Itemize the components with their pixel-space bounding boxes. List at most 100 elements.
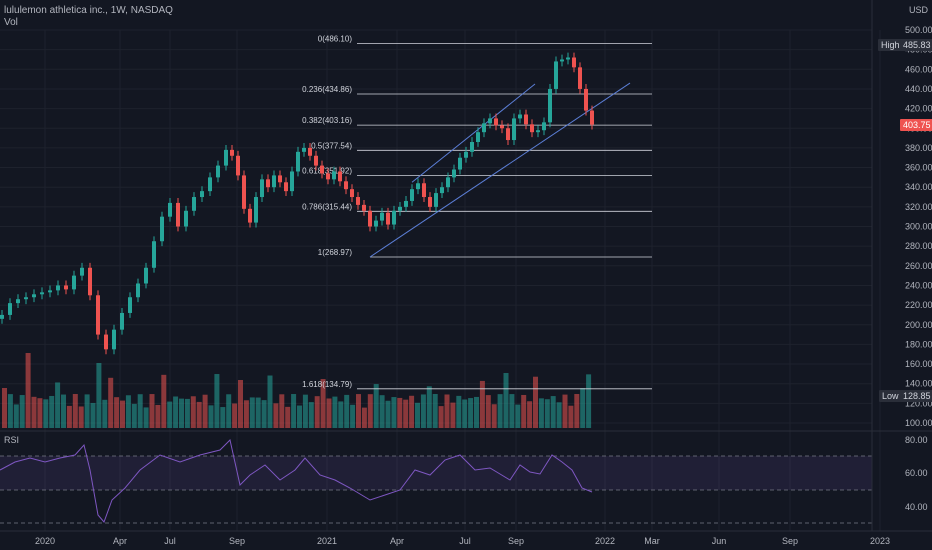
candle-body bbox=[160, 216, 164, 242]
candle-body bbox=[374, 220, 378, 227]
volume-bar bbox=[456, 395, 462, 428]
rsi-label: RSI bbox=[4, 435, 19, 445]
volume-bar bbox=[580, 388, 586, 428]
volume-bar bbox=[509, 394, 515, 428]
candle-body bbox=[16, 299, 20, 304]
price-axis-label: 280.00 bbox=[905, 241, 932, 251]
volume-bar bbox=[267, 375, 273, 428]
volume-bar bbox=[261, 400, 267, 428]
volume-bar bbox=[302, 394, 308, 428]
volume-bar bbox=[326, 398, 332, 428]
volume-bar bbox=[184, 398, 190, 428]
volume-bar bbox=[226, 394, 232, 428]
fib-level-label: 1(268.97) bbox=[318, 248, 353, 257]
candle-body bbox=[506, 128, 510, 141]
volume-bar bbox=[90, 402, 96, 428]
volume-bar bbox=[538, 398, 544, 428]
candle-body bbox=[446, 177, 450, 188]
volume-bar bbox=[533, 376, 538, 428]
fib-level-label: 0.5(377.54) bbox=[311, 141, 352, 150]
volume-bar bbox=[214, 374, 220, 428]
price-axis-label: 220.00 bbox=[905, 300, 932, 310]
candle-body bbox=[248, 208, 252, 223]
price-axis-label: 420.00 bbox=[905, 104, 932, 114]
candle-body bbox=[88, 267, 92, 296]
volume-bar bbox=[37, 398, 43, 428]
time-axis-label: 2020 bbox=[35, 536, 55, 546]
candle-body bbox=[488, 118, 492, 124]
volume-bar bbox=[131, 403, 137, 428]
price-axis-label: 200.00 bbox=[905, 320, 932, 330]
time-axis-label: Jul bbox=[459, 536, 471, 546]
time-axis-label: Sep bbox=[229, 536, 245, 546]
volume-bar bbox=[503, 373, 509, 428]
time-axis-label: 2021 bbox=[317, 536, 337, 546]
time-axis-label: Mar bbox=[644, 536, 660, 546]
volume-bar bbox=[438, 406, 444, 428]
volume-bar bbox=[497, 394, 503, 428]
candle-body bbox=[32, 294, 36, 298]
volume-bar bbox=[468, 398, 474, 428]
volume-bar bbox=[432, 394, 438, 428]
symbol-title[interactable]: lululemon athletica inc., 1W, NASDAQ bbox=[4, 5, 173, 16]
candle-body bbox=[422, 183, 426, 198]
candle-body bbox=[572, 57, 576, 68]
candle-body bbox=[548, 88, 552, 123]
volume-bar bbox=[66, 405, 72, 428]
candle-body bbox=[152, 241, 156, 268]
price-axis-label: 180.00 bbox=[905, 339, 932, 349]
time-axis-label: Sep bbox=[782, 536, 798, 546]
rsi-pane: RSI 80.00 60.00 40.00 bbox=[0, 430, 932, 524]
volume-bar bbox=[2, 388, 7, 428]
volume-bar bbox=[202, 394, 208, 428]
volume-bar bbox=[586, 374, 592, 428]
price-axis-label: 120.00 bbox=[905, 398, 932, 408]
chart-grid bbox=[0, 29, 881, 531]
volume-indicator-label[interactable]: Vol bbox=[4, 17, 18, 28]
candle-body bbox=[410, 189, 414, 201]
volume-bar bbox=[196, 401, 202, 428]
volume-bar bbox=[84, 394, 90, 428]
price-axis-label: 360.00 bbox=[905, 163, 932, 173]
volume-bar bbox=[19, 395, 25, 428]
rsi-line bbox=[0, 439, 593, 523]
candle-body bbox=[254, 197, 258, 223]
candle-body bbox=[242, 175, 246, 209]
volume-bar bbox=[314, 396, 320, 428]
fib-level-label: 0(486.10) bbox=[318, 35, 353, 44]
volume-bar bbox=[173, 396, 179, 428]
candle-body bbox=[368, 210, 372, 227]
volume-bar bbox=[72, 394, 78, 428]
volume-bar bbox=[31, 396, 37, 428]
candle-body bbox=[524, 114, 528, 125]
candle-body bbox=[464, 151, 468, 158]
candle-body bbox=[518, 114, 522, 119]
volume-bar bbox=[308, 402, 314, 428]
candle-body bbox=[48, 290, 52, 293]
volume-bar bbox=[385, 400, 391, 428]
volume-bar bbox=[350, 404, 356, 428]
candle-body bbox=[184, 210, 188, 227]
volume-bar bbox=[61, 394, 66, 428]
price-axis-label: 460.00 bbox=[905, 64, 932, 74]
volume-bar bbox=[238, 380, 243, 428]
candle-body bbox=[290, 171, 294, 192]
candle-body bbox=[326, 173, 330, 180]
candle-body bbox=[320, 165, 324, 174]
volume-bar bbox=[379, 395, 385, 428]
candle-body bbox=[470, 142, 474, 152]
time-axis-label: 2023 bbox=[870, 536, 890, 546]
volume-bar bbox=[426, 386, 432, 428]
volume-bar bbox=[485, 395, 491, 428]
candle-body bbox=[500, 125, 504, 129]
volume-bar bbox=[125, 395, 131, 428]
candle-body bbox=[64, 285, 68, 290]
fib-level-label: 0.618(351.92) bbox=[302, 166, 352, 175]
candle-body bbox=[356, 197, 360, 205]
candle-body bbox=[512, 118, 516, 141]
candle-body bbox=[266, 179, 270, 188]
candle-body bbox=[584, 88, 588, 111]
time-axis-label: Sep bbox=[508, 536, 524, 546]
